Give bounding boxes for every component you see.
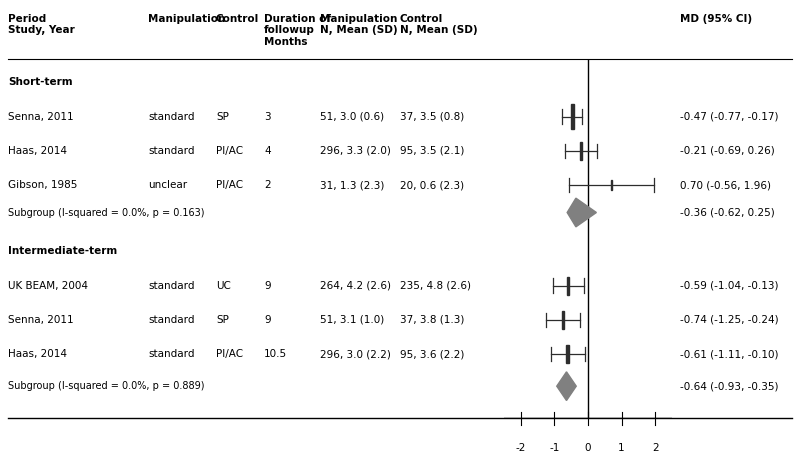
Text: 264, 4.2 (2.6): 264, 4.2 (2.6): [320, 281, 391, 291]
Bar: [611, 180, 612, 190]
Text: 37, 3.5 (0.8): 37, 3.5 (0.8): [400, 112, 464, 122]
Bar: [580, 142, 582, 159]
Text: 3: 3: [264, 112, 270, 122]
Bar: [570, 104, 574, 129]
Text: 95, 3.5 (2.1): 95, 3.5 (2.1): [400, 146, 464, 156]
Text: 95, 3.6 (2.2): 95, 3.6 (2.2): [400, 349, 464, 359]
Text: 2: 2: [264, 180, 270, 190]
Text: Manipulation: Manipulation: [148, 14, 226, 24]
Polygon shape: [557, 372, 576, 400]
Text: standard: standard: [148, 146, 194, 156]
Text: Senna, 2011: Senna, 2011: [8, 112, 74, 122]
Text: standard: standard: [148, 349, 194, 359]
Text: 296, 3.0 (2.2): 296, 3.0 (2.2): [320, 349, 391, 359]
Polygon shape: [567, 198, 596, 227]
Text: 20, 0.6 (2.3): 20, 0.6 (2.3): [400, 180, 464, 190]
Text: PI/AC: PI/AC: [216, 146, 243, 156]
Text: -0.61 (-1.11, -0.10): -0.61 (-1.11, -0.10): [680, 349, 778, 359]
Text: -0.21 (-0.69, 0.26): -0.21 (-0.69, 0.26): [680, 146, 774, 156]
Text: -0.47 (-0.77, -0.17): -0.47 (-0.77, -0.17): [680, 112, 778, 122]
Text: -0.59 (-1.04, -0.13): -0.59 (-1.04, -0.13): [680, 281, 778, 291]
Text: 10.5: 10.5: [264, 349, 287, 359]
Text: SP: SP: [216, 112, 229, 122]
Text: Manipulation
N, Mean (SD): Manipulation N, Mean (SD): [320, 14, 398, 35]
Text: Duration of
followup
Months: Duration of followup Months: [264, 14, 331, 47]
Text: Haas, 2014: Haas, 2014: [8, 349, 67, 359]
Text: -0.74 (-1.25, -0.24): -0.74 (-1.25, -0.24): [680, 315, 778, 325]
Text: Senna, 2011: Senna, 2011: [8, 315, 74, 325]
Text: 4: 4: [264, 146, 270, 156]
Text: 9: 9: [264, 315, 270, 325]
Text: 2: 2: [652, 443, 658, 453]
Text: UC: UC: [216, 281, 231, 291]
Text: -0.36 (-0.62, 0.25): -0.36 (-0.62, 0.25): [680, 207, 774, 218]
Text: Short-term: Short-term: [8, 77, 73, 87]
Text: 37, 3.8 (1.3): 37, 3.8 (1.3): [400, 315, 464, 325]
Text: 0: 0: [585, 443, 591, 453]
Text: 51, 3.0 (0.6): 51, 3.0 (0.6): [320, 112, 384, 122]
Text: PI/AC: PI/AC: [216, 349, 243, 359]
Text: -1: -1: [550, 443, 559, 453]
Text: PI/AC: PI/AC: [216, 180, 243, 190]
Text: -2: -2: [516, 443, 526, 453]
Text: Period
Study, Year: Period Study, Year: [8, 14, 74, 35]
Text: 0.70 (-0.56, 1.96): 0.70 (-0.56, 1.96): [680, 180, 771, 190]
Text: standard: standard: [148, 281, 194, 291]
Text: 1: 1: [618, 443, 625, 453]
Text: Gibson, 1985: Gibson, 1985: [8, 180, 78, 190]
Bar: [562, 311, 564, 329]
Text: 9: 9: [264, 281, 270, 291]
Text: unclear: unclear: [148, 180, 187, 190]
Text: Subgroup (I-squared = 0.0%, p = 0.163): Subgroup (I-squared = 0.0%, p = 0.163): [8, 207, 205, 218]
Text: standard: standard: [148, 315, 194, 325]
Text: Control
N, Mean (SD): Control N, Mean (SD): [400, 14, 478, 35]
Text: -0.64 (-0.93, -0.35): -0.64 (-0.93, -0.35): [680, 381, 778, 391]
Text: Subgroup (I-squared = 0.0%, p = 0.889): Subgroup (I-squared = 0.0%, p = 0.889): [8, 381, 205, 391]
Text: SP: SP: [216, 315, 229, 325]
Text: 51, 3.1 (1.0): 51, 3.1 (1.0): [320, 315, 384, 325]
Text: 235, 4.8 (2.6): 235, 4.8 (2.6): [400, 281, 471, 291]
Text: Intermediate-term: Intermediate-term: [8, 246, 118, 256]
Text: Control: Control: [216, 14, 259, 24]
Text: 296, 3.3 (2.0): 296, 3.3 (2.0): [320, 146, 391, 156]
Bar: [567, 277, 570, 294]
Text: standard: standard: [148, 112, 194, 122]
Bar: [566, 345, 569, 363]
Text: 31, 1.3 (2.3): 31, 1.3 (2.3): [320, 180, 384, 190]
Text: UK BEAM, 2004: UK BEAM, 2004: [8, 281, 88, 291]
Text: MD (95% CI): MD (95% CI): [680, 14, 752, 24]
Text: Haas, 2014: Haas, 2014: [8, 146, 67, 156]
